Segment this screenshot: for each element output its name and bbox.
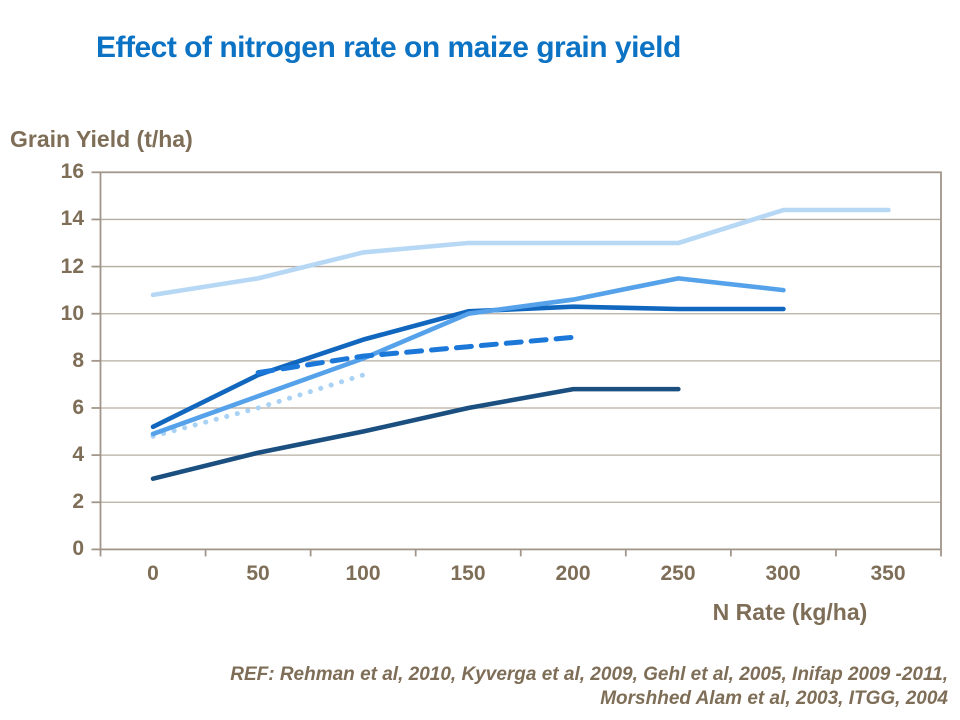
x-tick-label: 0 (147, 562, 159, 585)
reference-text: REF: Rehman et al, 2010, Kyverga et al, … (88, 663, 948, 711)
x-axis-title: N Rate (kg/ha) (712, 599, 868, 625)
y-tick-label: 16 (60, 160, 84, 183)
y-tick-label: 14 (60, 207, 84, 230)
y-axis-title: Grain Yield (t/ha) (10, 126, 193, 152)
y-tick-label: 8 (72, 349, 84, 372)
x-tick-label: 250 (660, 562, 696, 585)
page-title: Effect of nitrogen rate on maize grain y… (96, 31, 681, 64)
y-tick-label: 0 (72, 537, 84, 560)
series-navy-solid (150, 386, 681, 481)
x-tick-label: 50 (246, 562, 270, 585)
y-tick-label: 10 (60, 302, 84, 325)
reference-line-1: REF: Rehman et al, 2010, Kyverga et al, … (230, 664, 948, 685)
x-tick-label: 300 (765, 562, 801, 585)
reference-line-2: Morshhed Alam et al, 2003, ITGG, 2004 (600, 688, 948, 709)
series-pale-blue-dotted (150, 372, 366, 439)
x-tick-label: 200 (555, 562, 591, 585)
x-tick-label: 100 (345, 562, 381, 585)
x-tick-label: 350 (870, 562, 906, 585)
y-tick-label: 12 (60, 255, 84, 278)
y-tick-label: 6 (72, 396, 84, 419)
y-tick-label: 2 (72, 490, 84, 513)
x-tick-label: 150 (450, 562, 486, 585)
series-medium-blue-solid (150, 276, 786, 437)
chart-plot-area (91, 171, 942, 557)
y-tick-label: 4 (72, 443, 84, 466)
series-light-blue-solid (150, 207, 891, 298)
series-bright-blue-dashed (255, 334, 576, 376)
